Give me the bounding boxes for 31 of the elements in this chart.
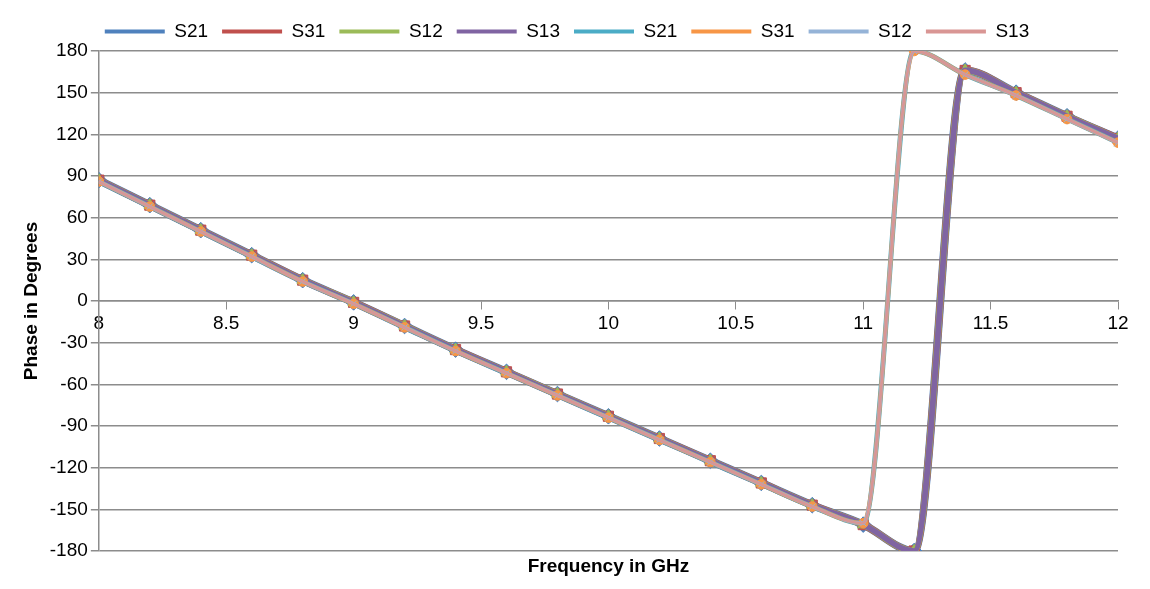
- legend-label: S21: [174, 19, 209, 41]
- y-tick-label: -60: [60, 372, 88, 394]
- x-tick-label: 11.5: [972, 311, 1009, 333]
- y-tick-label: -120: [49, 455, 88, 477]
- y-tick-label: 180: [56, 39, 88, 61]
- x-tick-label: 8.5: [213, 311, 240, 333]
- legend-label: S31: [291, 19, 326, 41]
- legend-label: S21: [643, 19, 678, 41]
- legend-label: S31: [760, 19, 795, 41]
- x-tick-label: 10.5: [717, 311, 755, 333]
- legend-label: S12: [408, 19, 443, 41]
- y-axis-title: Phase in Degrees: [19, 221, 41, 381]
- y-tick-label: 0: [77, 289, 88, 311]
- y-tick-label: 30: [66, 247, 88, 269]
- x-tick-label: 11: [853, 311, 874, 333]
- y-tick-label: 60: [66, 205, 88, 227]
- y-tick-label: 150: [56, 80, 88, 102]
- x-tick-label: 9.5: [467, 311, 495, 333]
- y-tick-label: -90: [60, 414, 88, 436]
- y-tick-label: 120: [56, 122, 88, 144]
- legend-label: S13: [526, 19, 561, 41]
- legend-label: S13: [995, 19, 1030, 41]
- y-tick-label: -150: [49, 497, 88, 519]
- x-tick-label: 10: [597, 311, 619, 333]
- y-tick-label: 90: [66, 164, 88, 186]
- y-tick-label: -30: [60, 330, 88, 352]
- x-tick-label: 12: [1107, 311, 1129, 333]
- x-axis-title: Frequency in GHz: [527, 554, 690, 576]
- x-tick-label: 9: [348, 311, 359, 333]
- legend-label: S12: [878, 19, 912, 41]
- y-tick-label: -180: [49, 539, 88, 561]
